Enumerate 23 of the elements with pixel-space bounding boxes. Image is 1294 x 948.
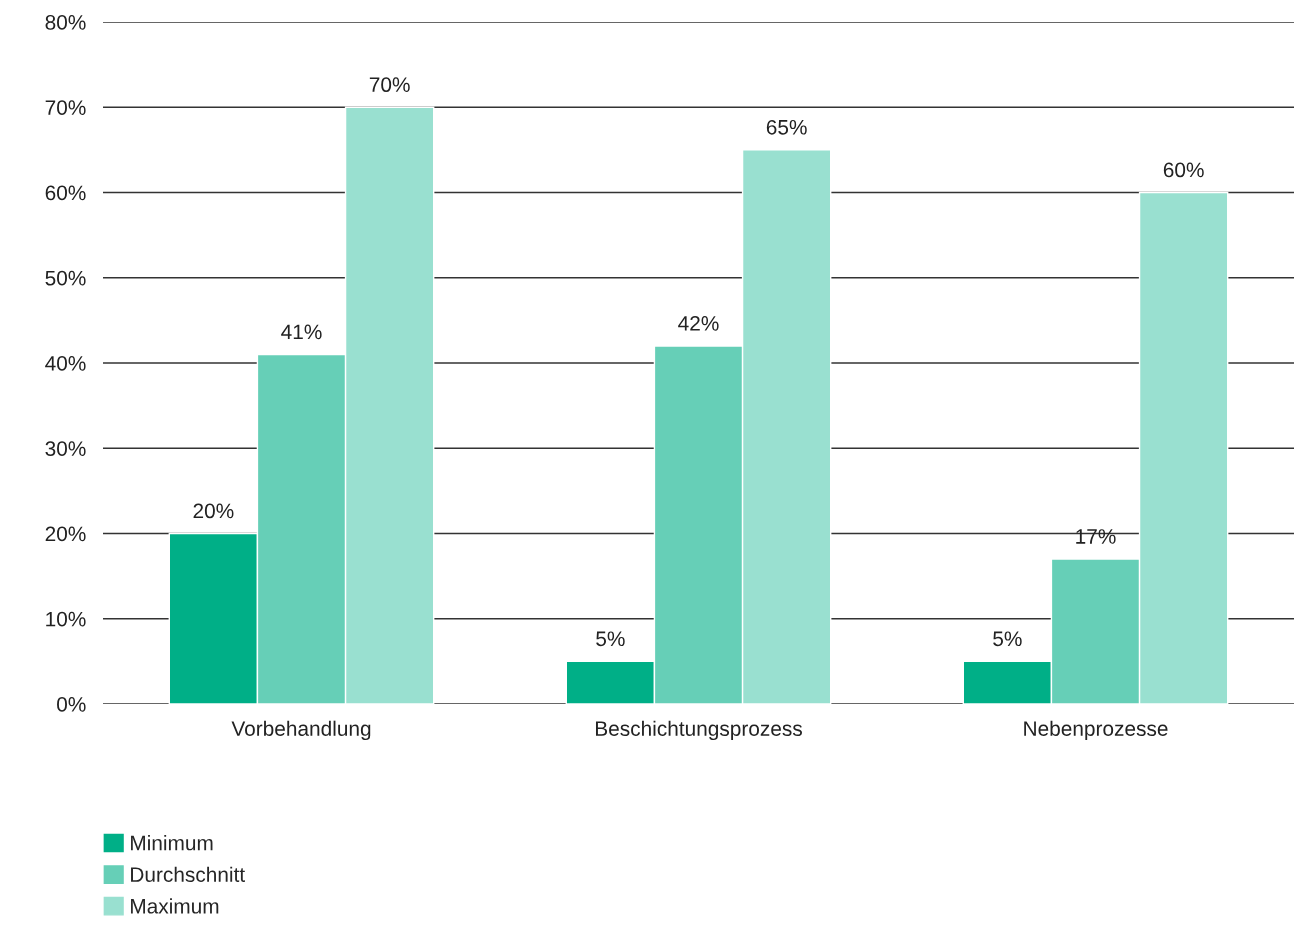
data-label: 65%: [766, 119, 807, 135]
legend-label: Minimum: [131, 835, 213, 851]
data-label: 20%: [193, 503, 234, 519]
legend-label: Durchschnitt: [131, 866, 245, 882]
x-tick-label: Vorbehandlung: [231, 720, 371, 741]
y-tick-label: 30%: [45, 441, 86, 456]
y-tick-label: 60%: [45, 185, 86, 201]
data-label: 5%: [596, 631, 625, 647]
y-tick-label: 40%: [45, 356, 86, 371]
data-label: 60%: [1163, 162, 1204, 178]
data-label: 5%: [993, 631, 1022, 647]
y-tick-label: 80%: [45, 15, 86, 30]
legend-label: Maximum: [131, 898, 219, 914]
x-tick-label: Nebenprozesse: [1024, 720, 1168, 741]
data-label: 70%: [369, 77, 410, 93]
data-label: 42%: [678, 315, 719, 331]
y-tick-label: 0%: [57, 697, 86, 712]
data-label: 41%: [281, 324, 322, 340]
x-tick-label: Beschichtungsprozess: [595, 720, 802, 741]
y-tick-label: 70%: [45, 100, 86, 115]
y-tick-label: 20%: [45, 526, 86, 542]
y-tick-label: 10%: [46, 611, 86, 627]
y-tick-label: 50%: [45, 270, 86, 286]
